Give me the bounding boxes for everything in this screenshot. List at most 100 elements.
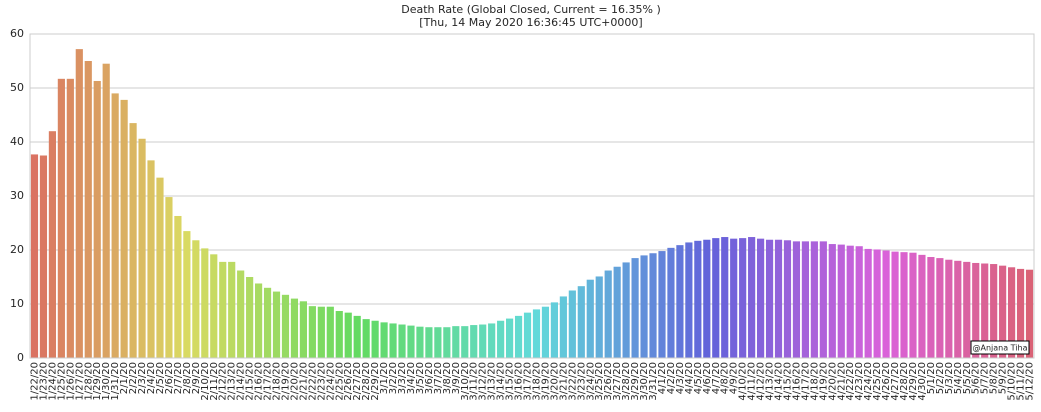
bar xyxy=(183,231,191,358)
x-tick-label: 4/2/20 xyxy=(666,362,677,394)
x-tick-label: 2/23/20 xyxy=(316,362,327,401)
bar xyxy=(281,294,290,358)
bar xyxy=(237,270,245,358)
bar xyxy=(757,238,765,358)
bar xyxy=(882,250,890,358)
bar xyxy=(909,252,917,358)
bar xyxy=(120,99,128,358)
x-tick-label: 3/13/20 xyxy=(487,362,498,401)
x-tick-label: 2/13/20 xyxy=(227,362,238,401)
bar xyxy=(138,138,146,358)
x-tick-label: 3/26/20 xyxy=(603,362,614,401)
x-tick-label: 4/27/20 xyxy=(890,362,901,401)
x-tick-label: 4/30/20 xyxy=(917,362,928,401)
bar xyxy=(963,261,971,358)
x-tick-label: 3/11/20 xyxy=(469,362,480,401)
x-tick-label: 2/5/20 xyxy=(155,362,166,394)
x-tick-label: 2/26/20 xyxy=(343,362,354,401)
x-tick-label: 2/19/20 xyxy=(280,362,291,401)
bar xyxy=(84,61,92,358)
x-tick-label: 3/14/20 xyxy=(496,362,507,401)
x-tick-label: 3/6/20 xyxy=(424,362,435,394)
bar xyxy=(299,301,307,358)
bar xyxy=(147,160,155,358)
x-tick-label: 3/1/20 xyxy=(379,362,390,394)
bar xyxy=(568,290,576,358)
bar xyxy=(945,259,953,358)
bar xyxy=(470,325,478,358)
x-tick-label: 4/7/20 xyxy=(711,362,722,394)
x-tick-label: 1/30/20 xyxy=(101,362,112,401)
x-tick-label: 1/28/20 xyxy=(83,362,94,401)
bar xyxy=(497,320,505,358)
bar xyxy=(102,63,110,358)
x-tick-label: 3/29/20 xyxy=(630,362,641,401)
x-tick-label: 2/18/20 xyxy=(272,362,283,401)
bar xyxy=(523,312,532,358)
bar xyxy=(48,131,56,358)
annotation: @Anjana Tiha xyxy=(972,344,1027,353)
bar xyxy=(371,320,379,358)
x-tick-label: 2/8/20 xyxy=(182,362,193,394)
x-tick-label: 2/10/20 xyxy=(200,362,211,401)
bar xyxy=(649,253,657,358)
bar xyxy=(595,276,603,358)
y-tick-label: 40 xyxy=(10,135,24,148)
x-tick-label: 3/24/20 xyxy=(585,362,596,401)
bar xyxy=(39,155,48,358)
x-tick-label: 2/14/20 xyxy=(236,362,247,401)
bar xyxy=(425,327,433,358)
x-tick-label: 3/31/20 xyxy=(648,362,659,401)
bar xyxy=(290,298,299,358)
x-tick-label: 3/9/20 xyxy=(451,362,462,394)
bar xyxy=(263,287,272,358)
x-tick-label: 4/22/20 xyxy=(845,362,856,401)
x-tick-label: 4/6/20 xyxy=(702,362,713,394)
bar xyxy=(461,326,469,358)
bar xyxy=(550,302,558,358)
x-tick-label: 1/29/20 xyxy=(92,362,103,401)
bar xyxy=(954,260,962,358)
bar xyxy=(918,254,926,358)
x-tick-label: 4/17/20 xyxy=(800,362,811,401)
bar xyxy=(712,238,720,358)
x-tick-label: 2/21/20 xyxy=(298,362,309,401)
x-tick-label: 2/22/20 xyxy=(307,362,318,401)
x-tick-label: 4/3/20 xyxy=(675,362,686,394)
bar xyxy=(192,240,200,358)
x-tick-label: 4/4/20 xyxy=(684,362,695,394)
bar xyxy=(765,239,774,358)
bar xyxy=(900,252,908,358)
bar xyxy=(174,215,182,358)
x-tick-label: 4/15/20 xyxy=(782,362,793,401)
x-tick-label: 4/18/20 xyxy=(809,362,820,401)
x-tick-label: 5/3/20 xyxy=(944,362,955,394)
x-tick-label: 2/2/20 xyxy=(128,362,139,394)
x-tick-label: 5/11/20 xyxy=(1016,362,1027,401)
x-tick-label: 2/7/20 xyxy=(173,362,184,394)
x-tick-label: 3/3/20 xyxy=(397,362,408,394)
bar xyxy=(819,241,827,358)
bar xyxy=(398,324,406,358)
x-tick-label: 3/12/20 xyxy=(478,362,489,401)
x-tick-label: 1/25/20 xyxy=(56,362,67,401)
bar xyxy=(927,257,935,358)
bar xyxy=(443,327,451,358)
y-tick-label: 10 xyxy=(10,297,24,310)
bar xyxy=(1016,268,1025,358)
bar xyxy=(864,248,872,358)
bar xyxy=(129,123,137,358)
x-tick-label: 3/22/20 xyxy=(567,362,578,401)
bar xyxy=(631,258,639,358)
x-tick-label: 4/23/20 xyxy=(854,362,865,401)
x-tick-label: 2/27/20 xyxy=(352,362,363,401)
bar xyxy=(990,264,998,358)
bar xyxy=(604,270,612,358)
bar xyxy=(219,261,227,358)
x-tick-label: 5/6/20 xyxy=(971,362,982,394)
bar xyxy=(981,263,989,358)
x-tick-label: 2/1/20 xyxy=(119,362,130,394)
x-tick-label: 2/25/20 xyxy=(334,362,345,401)
y-tick-label: 50 xyxy=(10,81,24,94)
